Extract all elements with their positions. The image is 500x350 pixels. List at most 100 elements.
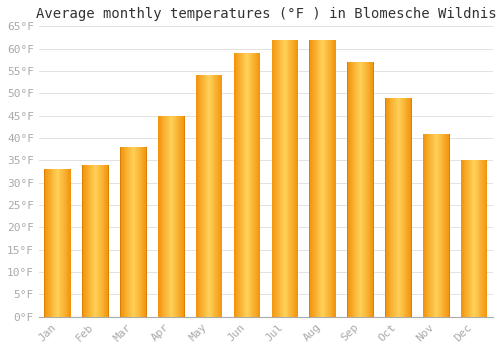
Bar <box>394 98 395 317</box>
Bar <box>396 98 398 317</box>
Bar <box>290 40 291 317</box>
Bar <box>198 76 200 317</box>
Bar <box>314 40 315 317</box>
Bar <box>196 76 197 317</box>
Bar <box>46 169 47 317</box>
Bar <box>208 76 209 317</box>
Bar <box>98 165 99 317</box>
Bar <box>408 98 409 317</box>
Bar <box>426 134 428 317</box>
Bar <box>406 98 408 317</box>
Bar <box>409 98 410 317</box>
Bar <box>63 169 64 317</box>
Bar <box>296 40 297 317</box>
Bar <box>475 160 476 317</box>
Bar <box>466 160 467 317</box>
Bar <box>216 76 217 317</box>
Bar <box>359 62 360 317</box>
Bar <box>167 116 168 317</box>
Bar <box>282 40 283 317</box>
Bar <box>250 53 252 317</box>
Bar <box>404 98 406 317</box>
Bar <box>50 169 51 317</box>
Bar <box>322 40 324 317</box>
Bar <box>402 98 403 317</box>
Bar <box>249 53 250 317</box>
Bar <box>272 40 274 317</box>
Bar <box>350 62 351 317</box>
Bar <box>96 165 98 317</box>
Bar <box>357 62 358 317</box>
Bar <box>245 53 246 317</box>
Bar <box>159 116 160 317</box>
Bar <box>86 165 87 317</box>
Bar <box>101 165 102 317</box>
Bar <box>123 147 124 317</box>
Bar <box>315 40 316 317</box>
Bar <box>55 169 56 317</box>
Bar <box>294 40 296 317</box>
Bar <box>385 98 386 317</box>
Bar <box>288 40 290 317</box>
Bar <box>319 40 320 317</box>
Bar <box>83 165 84 317</box>
Bar <box>49 169 50 317</box>
Bar <box>211 76 212 317</box>
Bar <box>217 76 218 317</box>
Bar <box>285 40 286 317</box>
Bar <box>166 116 167 317</box>
Bar <box>90 165 91 317</box>
Bar <box>434 134 436 317</box>
Bar <box>286 40 288 317</box>
Bar <box>448 134 450 317</box>
Bar <box>144 147 145 317</box>
Bar <box>140 147 141 317</box>
Bar <box>328 40 329 317</box>
Bar <box>200 76 201 317</box>
Bar <box>398 98 400 317</box>
Bar <box>370 62 371 317</box>
Bar <box>477 160 478 317</box>
Bar <box>173 116 174 317</box>
Bar <box>473 160 474 317</box>
Bar <box>56 169 57 317</box>
Bar <box>275 40 276 317</box>
Bar <box>324 40 326 317</box>
Bar <box>332 40 334 317</box>
Bar <box>197 76 198 317</box>
Bar <box>335 40 336 317</box>
Bar <box>69 169 70 317</box>
Bar <box>461 160 462 317</box>
Bar <box>248 53 249 317</box>
Bar <box>124 147 126 317</box>
Bar <box>219 76 220 317</box>
Bar <box>107 165 108 317</box>
Bar <box>174 116 175 317</box>
Title: Average monthly temperatures (°F ) in Blomesche Wildnis: Average monthly temperatures (°F ) in Bl… <box>36 7 496 21</box>
Bar <box>87 165 88 317</box>
Bar <box>320 40 321 317</box>
Bar <box>135 147 136 317</box>
Bar <box>68 169 69 317</box>
Bar <box>364 62 365 317</box>
Bar <box>104 165 106 317</box>
Bar <box>132 147 134 317</box>
Bar <box>430 134 431 317</box>
Bar <box>469 160 470 317</box>
Bar <box>214 76 216 317</box>
Bar <box>283 40 284 317</box>
Bar <box>313 40 314 317</box>
Bar <box>64 169 65 317</box>
Bar <box>65 169 66 317</box>
Bar <box>472 160 473 317</box>
Bar <box>136 147 137 317</box>
Bar <box>368 62 370 317</box>
Bar <box>182 116 183 317</box>
Bar <box>360 62 362 317</box>
Bar <box>206 76 208 317</box>
Bar <box>180 116 181 317</box>
Bar <box>131 147 132 317</box>
Bar <box>91 165 92 317</box>
Bar <box>411 98 412 317</box>
Bar <box>437 134 438 317</box>
